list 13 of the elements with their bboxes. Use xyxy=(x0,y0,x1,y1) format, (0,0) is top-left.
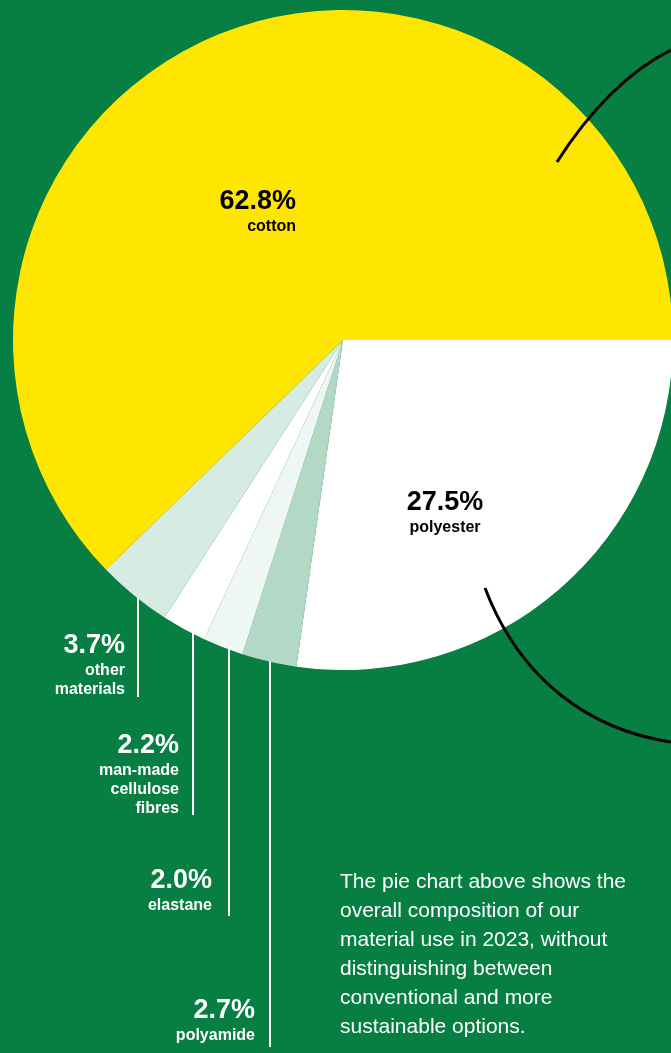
data-label: 27.5% xyxy=(406,486,484,516)
data-label: 2.2% xyxy=(117,729,179,759)
text: The pie chart above shows the overall composition of our material use in 2023, without distinguishing between conventional and more sustainable options. xyxy=(340,868,627,1039)
data-label: 2.7% xyxy=(193,994,255,1024)
slice-label: man-made cellulose fibres xyxy=(98,761,180,816)
data-label: 3.7% xyxy=(63,629,125,659)
slice-label: elastane xyxy=(147,896,213,913)
slice-label: polyamide xyxy=(175,1026,256,1043)
slice-label: cotton xyxy=(247,217,296,234)
data-label: 62.8% xyxy=(219,185,296,215)
slice-label: polyester xyxy=(409,518,481,535)
slice-label: other materials xyxy=(54,661,126,697)
data-label: 2.0% xyxy=(150,864,212,894)
